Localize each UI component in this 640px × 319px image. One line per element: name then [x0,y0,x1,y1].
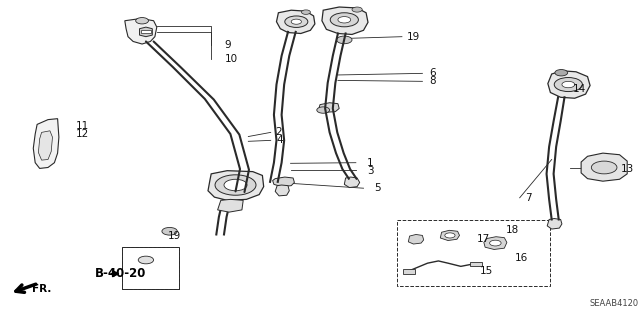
Text: 18: 18 [506,225,519,235]
Polygon shape [322,7,368,34]
Polygon shape [581,153,627,181]
Polygon shape [547,219,562,229]
Polygon shape [273,177,294,187]
Polygon shape [344,177,360,188]
Circle shape [490,240,501,246]
Text: 3: 3 [367,166,373,176]
Circle shape [285,16,308,27]
Circle shape [301,10,310,14]
Polygon shape [484,237,507,249]
Polygon shape [33,119,59,168]
Text: 9: 9 [224,40,230,50]
Polygon shape [38,131,52,160]
Circle shape [337,36,352,44]
Text: 12: 12 [76,129,89,139]
Circle shape [330,13,358,27]
Polygon shape [140,27,152,37]
Text: 5: 5 [374,183,381,193]
Text: 13: 13 [621,164,634,174]
Polygon shape [125,19,157,44]
Circle shape [554,78,582,92]
Circle shape [352,7,362,12]
Circle shape [138,256,154,264]
Circle shape [224,179,247,191]
Circle shape [338,17,351,23]
Text: 7: 7 [525,193,531,203]
Text: 15: 15 [480,266,493,276]
Circle shape [317,107,330,113]
Text: FR.: FR. [32,284,51,294]
Polygon shape [218,199,243,212]
Circle shape [562,81,575,88]
Bar [403,269,415,274]
Circle shape [162,227,177,235]
Text: 10: 10 [225,54,239,64]
Text: 1: 1 [367,158,373,168]
Text: 8: 8 [429,76,435,86]
Text: 11: 11 [76,121,89,131]
Text: 6: 6 [429,68,435,78]
Bar [141,30,151,33]
Text: 4: 4 [276,135,283,145]
Text: 19: 19 [168,231,181,241]
Bar [397,220,550,286]
Text: B-40-20: B-40-20 [95,267,146,280]
Circle shape [136,18,148,24]
Circle shape [291,19,301,24]
Bar [122,247,179,289]
Bar [470,262,482,266]
Polygon shape [208,171,264,200]
Polygon shape [275,185,289,196]
Polygon shape [548,71,590,98]
Circle shape [445,233,455,238]
Text: 19: 19 [406,32,420,42]
Text: SEAAB4120: SEAAB4120 [589,299,639,308]
Polygon shape [276,10,315,33]
Circle shape [215,175,256,195]
Bar [122,247,179,289]
Polygon shape [319,103,339,112]
Polygon shape [440,230,460,241]
Text: 2: 2 [275,127,282,137]
Text: 16: 16 [515,253,529,263]
Text: 14: 14 [573,84,586,94]
Circle shape [555,70,568,76]
Polygon shape [408,234,424,244]
Text: 17: 17 [477,234,490,244]
Circle shape [591,161,617,174]
